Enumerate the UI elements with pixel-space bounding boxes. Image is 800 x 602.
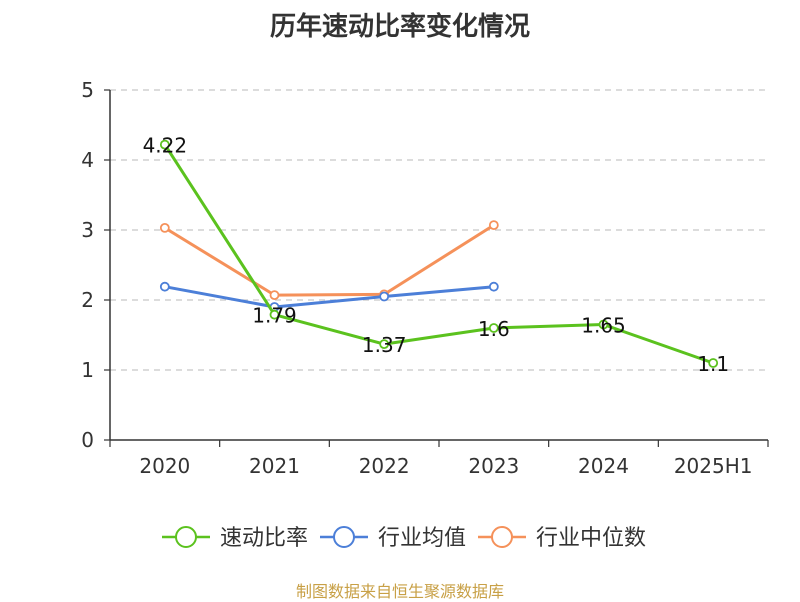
legend-item-2[interactable]: 行业中位数 xyxy=(478,526,646,551)
data-point xyxy=(159,222,170,233)
x-tick-label: 2022 xyxy=(359,454,410,478)
y-tick-label: 2 xyxy=(81,288,94,312)
data-point xyxy=(379,339,390,350)
legend[interactable]: 速动比率 行业均值 行业中位数 xyxy=(162,526,646,551)
data-point xyxy=(269,309,280,320)
data-point xyxy=(379,291,390,302)
source-note: 制图数据来自恒生聚源数据库 xyxy=(295,582,504,601)
data-point xyxy=(488,220,499,231)
x-tick-label: 2023 xyxy=(468,454,519,478)
data-point xyxy=(269,290,280,301)
x-tick-label: 2020 xyxy=(139,454,190,478)
x-tick-label: 2021 xyxy=(249,454,300,478)
data-label: 1.37 xyxy=(362,333,407,357)
grid xyxy=(110,89,768,371)
y-tick-label: 1 xyxy=(81,358,94,382)
series-line xyxy=(163,143,714,365)
legend-label: 速动比率 xyxy=(220,526,308,551)
chart-title: 历年速动比率变化情况 xyxy=(269,12,530,42)
data-point xyxy=(708,358,719,368)
legend-marker xyxy=(491,526,513,548)
data-label: 1.65 xyxy=(581,314,626,338)
y-tick-label: 5 xyxy=(81,78,94,102)
series-line xyxy=(164,285,494,309)
legend-marker xyxy=(175,526,197,548)
data-point xyxy=(598,319,609,330)
x-tick-label: 2024 xyxy=(578,454,629,478)
data-point xyxy=(488,281,499,292)
data-label: 1.6 xyxy=(478,317,510,341)
series-2 xyxy=(159,220,499,301)
legend-marker xyxy=(333,526,355,548)
data-labels: 4.22 1.79 1.37 1.6 1.65 1.1 xyxy=(143,134,730,376)
y-tick-label: 4 xyxy=(81,148,94,172)
legend-item-0[interactable]: 速动比率 xyxy=(162,526,308,551)
data-label: 4.22 xyxy=(143,134,188,158)
data-label: 1.79 xyxy=(252,304,297,328)
y-tick-label: 0 xyxy=(81,428,94,452)
series xyxy=(159,139,719,368)
data-point xyxy=(159,139,170,150)
axes: 0 1 2 3 4 5 2020 2021 2022 2023 2024 2025H1 xyxy=(81,78,769,478)
legend-label: 行业均值 xyxy=(378,526,466,551)
data-point xyxy=(159,281,170,292)
series-line xyxy=(164,223,495,297)
legend-label: 行业中位数 xyxy=(536,526,646,551)
series-1 xyxy=(159,281,499,312)
series-0 xyxy=(159,139,719,368)
y-tick-label: 3 xyxy=(81,218,94,242)
data-point xyxy=(488,323,499,333)
data-label: 1.1 xyxy=(697,352,729,376)
x-tick-label: 2025H1 xyxy=(674,454,753,478)
legend-item-1[interactable]: 行业均值 xyxy=(320,526,466,551)
